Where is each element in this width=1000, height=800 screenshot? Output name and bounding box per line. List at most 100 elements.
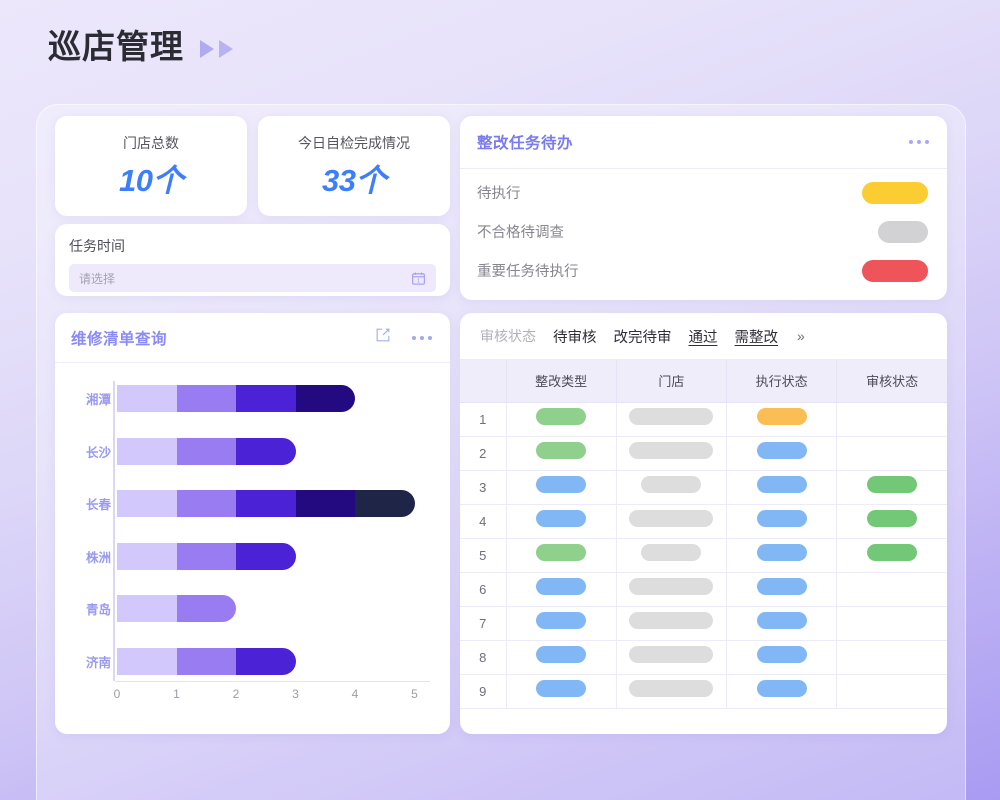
chart-bar-segment (176, 595, 236, 623)
chart-bar-segment (295, 385, 355, 412)
todo-status-bar (862, 181, 928, 204)
cell-status-pill (756, 510, 807, 527)
tab-2[interactable]: 通过 (688, 329, 718, 346)
cell-status-pill (629, 680, 714, 697)
chart-bar-segment (236, 385, 296, 412)
calendar-icon[interactable]: 1 (411, 271, 426, 286)
todo-row[interactable]: 待执行 (460, 173, 947, 212)
row-index: 1 (460, 402, 507, 437)
chart-bar-segment (176, 490, 236, 518)
chart-x-axis: 0 1 2 3 4 5 (114, 681, 430, 705)
cell-status-pill (756, 578, 807, 595)
table-row[interactable]: 9 (460, 674, 947, 709)
stat-label: 今日自检完成情况 (298, 134, 410, 151)
chart-bar-row[interactable]: 株洲 (86, 542, 430, 570)
cell-status-pill (536, 544, 587, 561)
table-row[interactable]: 7 (460, 606, 947, 641)
tab-1[interactable]: 改完待审 (613, 329, 672, 346)
cell-status-pill (536, 646, 587, 663)
todo-row-label: 待执行 (477, 186, 521, 202)
cell-status-pill (536, 476, 587, 493)
triangle-right-icon-2 (219, 39, 233, 58)
svg-text:1: 1 (417, 278, 420, 284)
todo-row-label: 重要任务待执行 (477, 264, 579, 280)
table-cell (726, 674, 838, 709)
table-row[interactable]: 5 (460, 538, 947, 573)
row-index: 5 (460, 538, 507, 573)
table-cell (506, 470, 617, 505)
cell-status-pill (641, 476, 702, 493)
todo-row[interactable]: 重要任务待执行 (460, 251, 947, 290)
chart-category-label: 济南 (85, 655, 111, 670)
task-time-date-input[interactable]: 请选择 1 (69, 264, 436, 292)
chart-bar-row[interactable]: 长沙 (86, 437, 430, 465)
cell-status-pill (629, 578, 714, 595)
tab-3[interactable]: 需整改 (734, 329, 779, 346)
table-cell (506, 674, 617, 709)
share-export-icon[interactable] (374, 326, 392, 349)
chart-category-label: 长沙 (85, 445, 111, 460)
table-row[interactable]: 8 (460, 640, 947, 675)
todo-status-bar (862, 259, 928, 282)
table-cell (506, 436, 617, 471)
stat-card-today-selfcheck[interactable]: 今日自检完成情况 33个 (258, 116, 450, 216)
triangle-right-icon-1 (200, 39, 214, 58)
chart-x-tick: 3 (292, 687, 299, 701)
row-index: 7 (460, 606, 507, 641)
chart-bar-row[interactable]: 湘潭 (86, 385, 430, 412)
page-header: 巡店管理 (48, 30, 233, 63)
tabs-holder: 待审核 改完待审 通过 需整改 (553, 326, 778, 347)
task-time-label: 任务时间 (69, 238, 125, 254)
stat-card-store-total[interactable]: 门店总数 10个 (55, 116, 247, 216)
chart-bar-segment (236, 647, 296, 675)
chart-bar-segment (176, 647, 236, 675)
table-cell (726, 640, 838, 675)
table-row[interactable]: 1 (460, 402, 947, 437)
table-cell (616, 436, 728, 471)
table-cell (616, 606, 728, 641)
table-header-row: 整改类型 门店 执行状态 审核状态 (460, 360, 947, 403)
chart-bar-segment (117, 595, 177, 623)
cell-status-pill (536, 408, 587, 425)
ellipsis-icon[interactable] (412, 335, 432, 340)
stat-value: 33个 (322, 162, 386, 198)
chart-bar-segment (236, 542, 296, 570)
column-header: 整改类型 (506, 360, 617, 403)
tab-0[interactable]: 待审核 (553, 329, 597, 346)
ellipsis-icon[interactable] (909, 140, 929, 144)
chart-bar-row[interactable]: 青岛 (86, 595, 430, 623)
table-row[interactable]: 4 (460, 504, 947, 539)
todo-row[interactable]: 不合格待调查 (460, 212, 947, 251)
table-cell (726, 504, 838, 539)
chart-bar-row[interactable]: 长春 (86, 490, 430, 518)
chart-bar-segment (117, 490, 177, 518)
table-cell (836, 640, 947, 675)
table-row[interactable]: 6 (460, 572, 947, 607)
chart-bar-segment (117, 437, 177, 465)
column-header: 审核状态 (836, 360, 947, 403)
chart-stacked-bar (117, 490, 415, 518)
table-row[interactable]: 2 (460, 436, 947, 471)
cell-status-pill (629, 646, 714, 663)
cell-status-pill (756, 544, 807, 561)
dot (428, 335, 432, 340)
chart-category-label: 青岛 (85, 603, 111, 618)
cell-status-pill (536, 680, 587, 697)
dot (925, 140, 929, 144)
table-row[interactable]: 3 (460, 470, 947, 505)
cell-status-pill (641, 544, 702, 561)
more-tabs-icon[interactable]: » (797, 328, 805, 344)
table-cell (506, 640, 617, 675)
chart-bar-segment (236, 490, 296, 518)
table-cell (836, 504, 947, 539)
table-cell (616, 402, 728, 437)
chart-bar-row[interactable]: 济南 (86, 647, 430, 675)
tabs-group-label: 审核状态 (480, 328, 536, 344)
column-header: 门店 (616, 360, 728, 403)
table-cell (616, 674, 728, 709)
table-cell (836, 402, 947, 437)
index-column-header (460, 360, 507, 403)
cell-status-pill (867, 510, 918, 527)
stat-label: 门店总数 (123, 134, 179, 151)
row-index: 8 (460, 640, 507, 675)
